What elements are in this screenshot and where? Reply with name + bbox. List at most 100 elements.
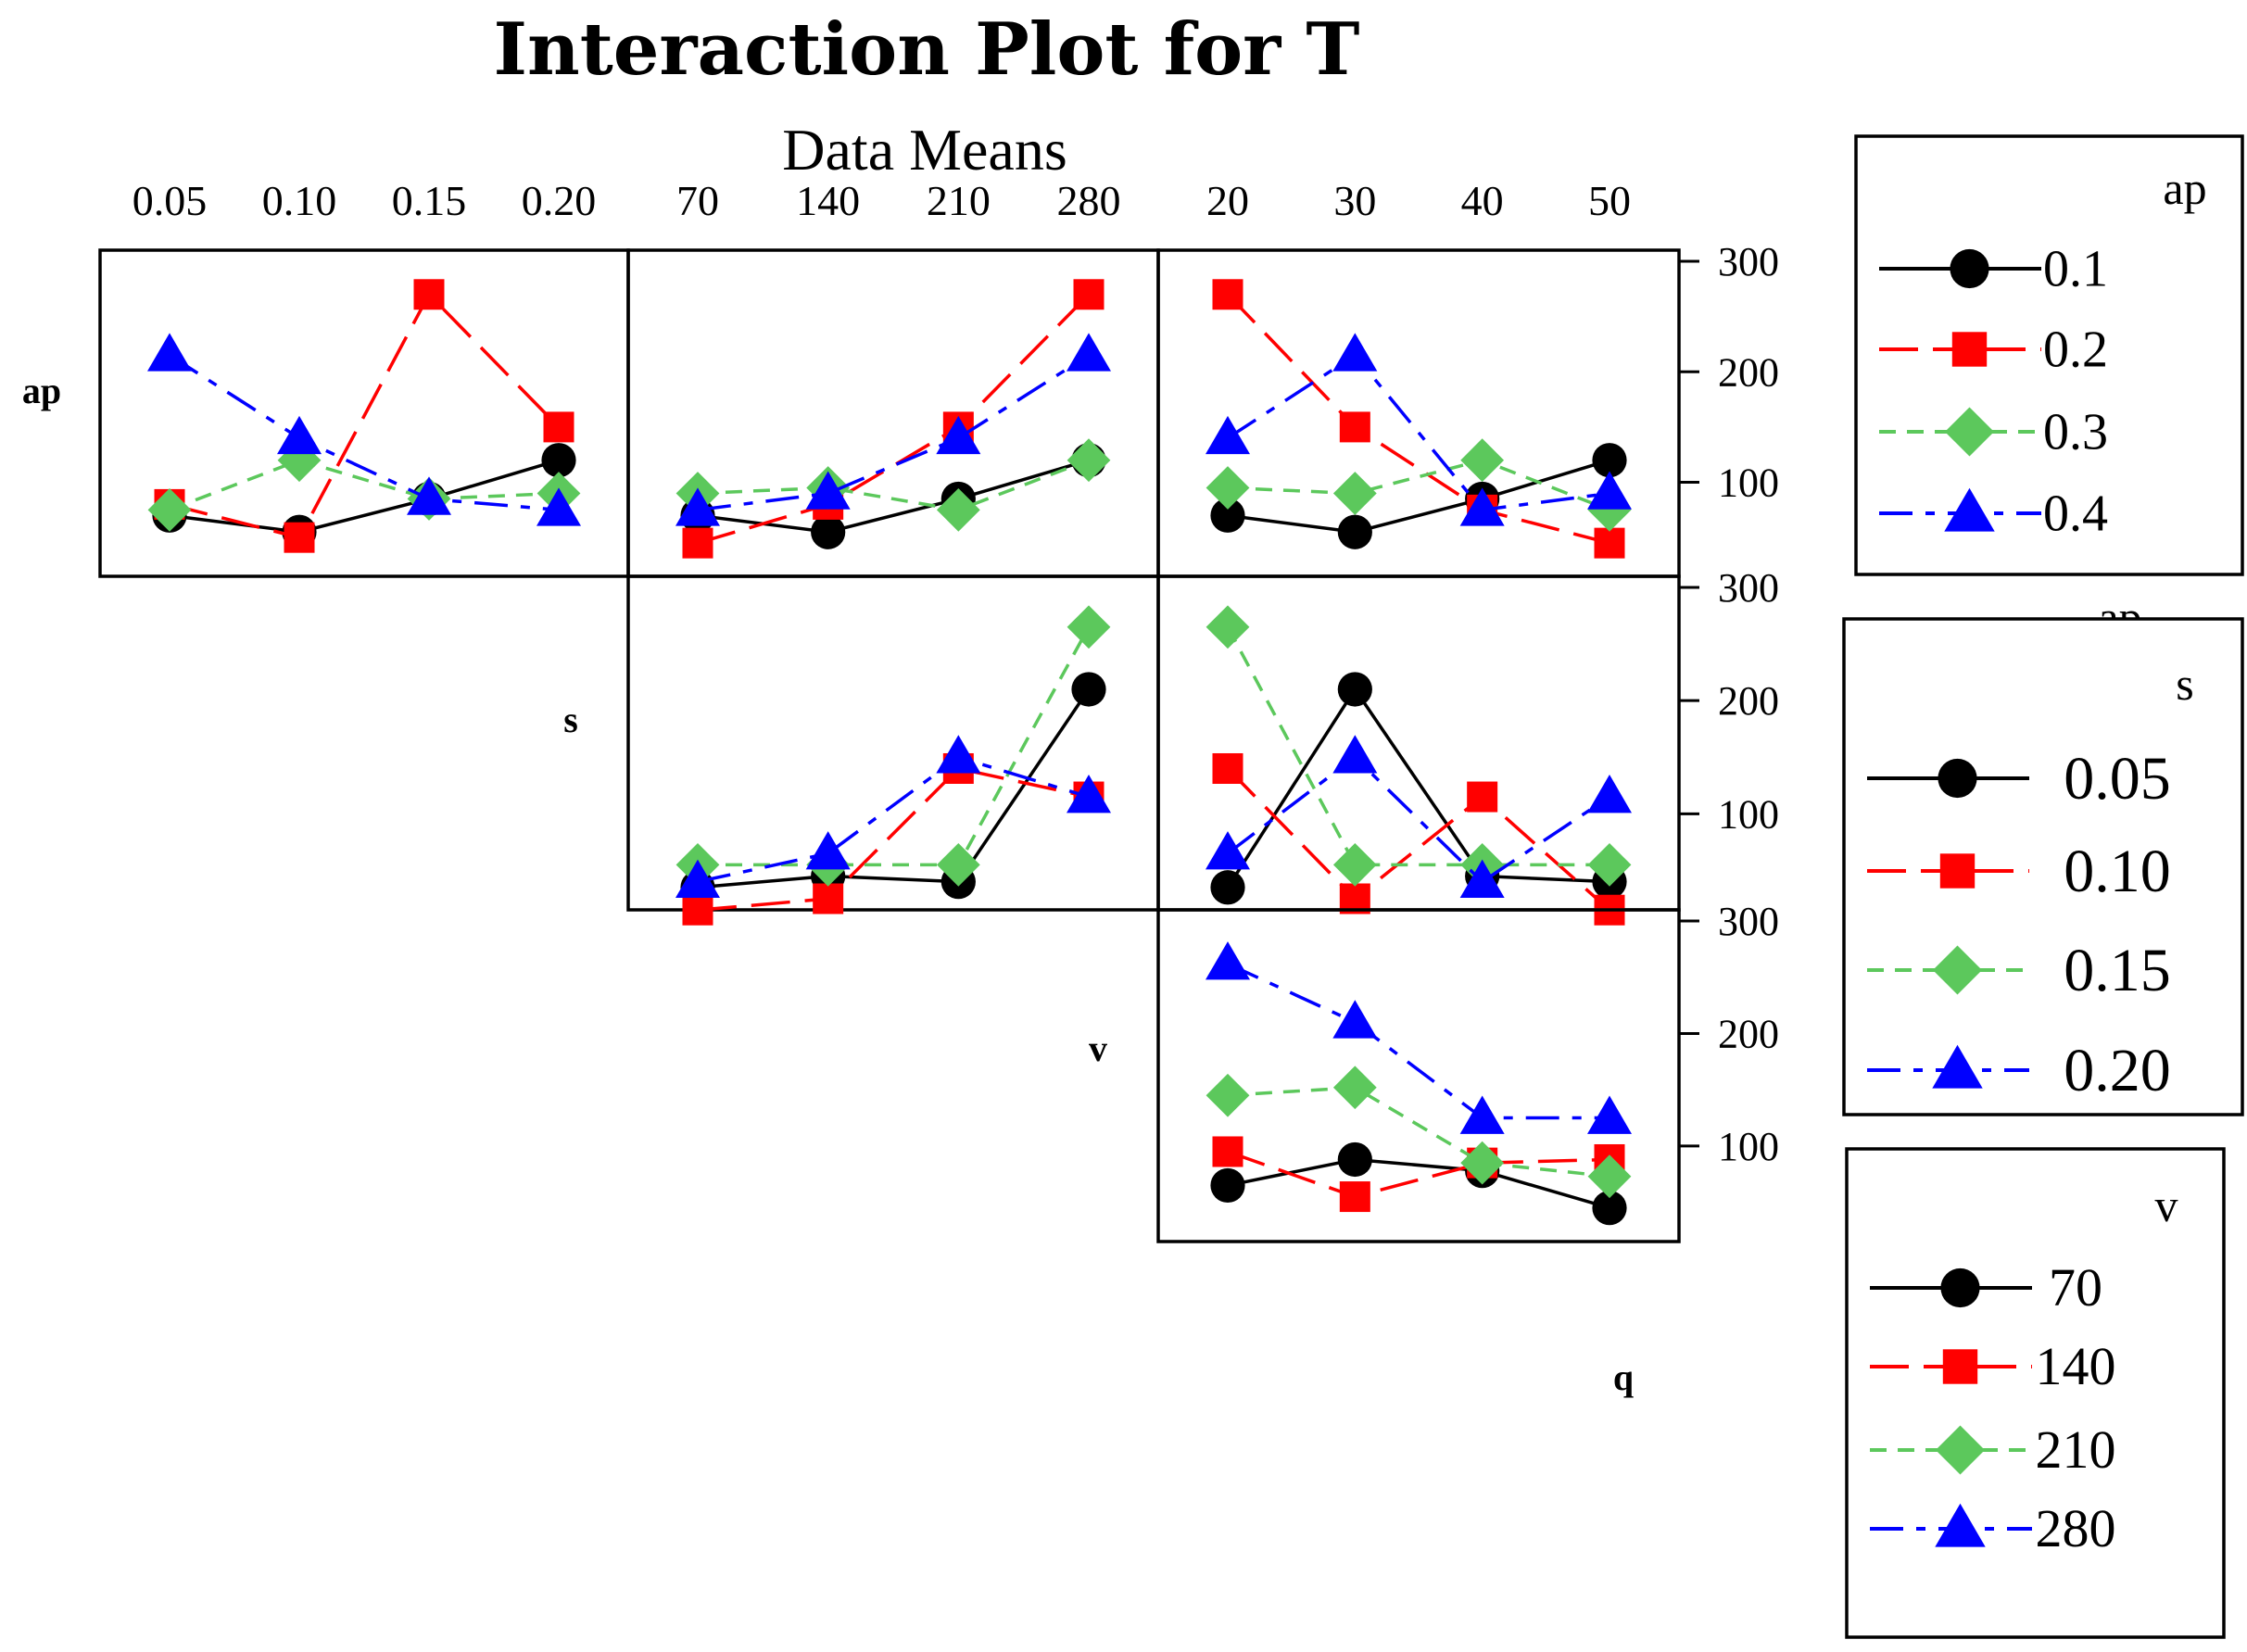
row-label-v: v <box>1089 1028 1107 1069</box>
data-point-0.1-3 <box>1592 443 1627 478</box>
data-point-0.4-3 <box>1587 471 1632 510</box>
legend-label-280: 280 <box>2036 1498 2116 1558</box>
y-tick-label-s-1: 200 <box>1718 678 1779 724</box>
legend-marker-0.3 <box>1944 407 1995 457</box>
x-tick-label-v-3: 50 <box>1588 177 1631 224</box>
data-point-70-3 <box>1592 1191 1627 1226</box>
data-point-0.20-3 <box>1587 775 1632 813</box>
legend-overlap-label: ap <box>2098 591 2141 643</box>
series-line-0.3 <box>697 459 1090 512</box>
data-point-0.4-3 <box>1067 333 1111 372</box>
series-line-0.1 <box>169 459 560 534</box>
data-point-0.20-0 <box>675 859 720 898</box>
legend-label-0.15: 0.15 <box>2064 937 2171 1004</box>
data-point-0.20-1 <box>1332 735 1378 774</box>
data-point-0.2-3 <box>1594 527 1625 559</box>
data-point-0.4-1 <box>277 415 322 455</box>
data-point-210-2 <box>1460 1141 1505 1185</box>
data-point-0.3-1 <box>277 438 322 483</box>
x-tick-label-v-0: 20 <box>1206 177 1249 224</box>
row-label-ap: ap <box>22 370 61 411</box>
series-line-0.15 <box>698 625 1091 867</box>
x-tick-label-ap-1: 0.10 <box>262 177 337 224</box>
data-point-70-1 <box>1337 1141 1372 1178</box>
data-point-0.10-0 <box>682 894 713 926</box>
legend-marker-140 <box>1942 1349 1978 1384</box>
data-point-0.4-0 <box>147 333 192 372</box>
legends: ap 0.1 0.2 0.3 0.4 s0.05 0.10 0.15 0.20 v 70 140 210… <box>1842 134 2244 1639</box>
series-line-0.10 <box>697 766 1090 912</box>
series-line-0.2 <box>169 291 561 540</box>
data-point-0.3-0 <box>1206 466 1250 510</box>
legend-label-70: 70 <box>2049 1257 2102 1318</box>
series-line-0.05 <box>1226 686 1610 889</box>
data-point-0.4-1 <box>805 471 851 510</box>
data-point-0.3-0 <box>147 487 192 532</box>
legend-frame <box>1854 134 2244 576</box>
data-point-0.10-1 <box>813 883 844 914</box>
series-line-0.05 <box>697 687 1091 889</box>
data-point-0.15-0 <box>1206 605 1250 649</box>
series-line-0.4 <box>1227 353 1610 512</box>
data-point-0.4-1 <box>1332 333 1378 372</box>
y-tick-label-ap-2: 300 <box>1718 239 1779 284</box>
y-tick-label-ap-0: 100 <box>1718 460 1779 506</box>
data-point-280-3 <box>1587 1095 1632 1134</box>
data-point-0.15-3 <box>1587 842 1632 887</box>
legend-marker-70 <box>1940 1267 1980 1308</box>
series-line-0.20 <box>1226 754 1610 884</box>
row-label-s: s <box>563 699 578 740</box>
data-point-0.20-3 <box>1067 775 1111 813</box>
legend-marker-0.15 <box>1932 945 1983 995</box>
data-point-280-2 <box>1459 1095 1505 1134</box>
row-factor-labels: ap s v q <box>22 370 1634 1398</box>
legend-s: s0.05 0.10 0.15 0.20 <box>1842 617 2244 1116</box>
legend-marker-0.4 <box>1944 487 1995 532</box>
data-point-0.05-3 <box>1071 672 1106 707</box>
x-tick-label-s-3: 280 <box>1057 177 1121 224</box>
x-tick-label-v-2: 40 <box>1461 177 1504 224</box>
data-point-70-0 <box>1210 1167 1245 1204</box>
x-tick-label-ap-0: 0.05 <box>133 177 208 224</box>
legend-label-0.10: 0.10 <box>2064 838 2171 905</box>
legend-marker-280 <box>1935 1503 1986 1547</box>
data-point-0.2-3 <box>543 411 574 443</box>
legend-title: v <box>2155 1179 2178 1231</box>
series-line-0.4 <box>697 353 1090 512</box>
data-point-0.15-3 <box>1067 605 1111 649</box>
panel-ap-s <box>626 248 1160 578</box>
chart-subtitle: Data Means <box>782 117 1067 183</box>
series-line-280 <box>1227 962 1610 1120</box>
x-tick-label-s-2: 210 <box>927 177 991 224</box>
row-label-q: q <box>1613 1356 1634 1398</box>
y-tick-label-v-1: 200 <box>1718 1011 1779 1056</box>
panel-s-s <box>626 574 1160 926</box>
data-point-0.4-2 <box>407 476 451 515</box>
data-point-0.3-1 <box>1332 472 1377 515</box>
panel-ap-ap <box>98 248 630 578</box>
series-line-0.4 <box>169 353 560 512</box>
top-axis-tick-labels: 0.05 0.10 0.15 0.20 70 140 210 280 20 30 40 50 <box>133 177 1631 224</box>
data-point-140-1 <box>1339 1181 1370 1213</box>
data-point-210-3 <box>1587 1154 1632 1199</box>
data-point-0.4-0 <box>675 487 720 526</box>
legend-frame <box>1845 1147 2226 1639</box>
x-tick-label-s-0: 70 <box>676 177 719 224</box>
legend-label-0.3: 0.3 <box>2043 403 2108 460</box>
data-point-0.20-0 <box>1206 831 1250 870</box>
series-line-0.3 <box>169 458 560 511</box>
legend-marker-0.05 <box>1938 758 1977 799</box>
series-line-0.10 <box>1226 767 1611 912</box>
legend-marker-0.10 <box>1939 853 1976 889</box>
x-tick-label-v-1: 30 <box>1333 177 1376 224</box>
series-line-140 <box>1227 1150 1610 1199</box>
series-line-0.20 <box>697 755 1090 884</box>
data-point-0.15-1 <box>1332 842 1377 887</box>
x-tick-label-ap-2: 0.15 <box>392 177 467 224</box>
legend-label-0.1: 0.1 <box>2043 240 2108 297</box>
data-point-0.4-2 <box>936 415 981 455</box>
data-point-0.1-1 <box>811 514 846 549</box>
legend-label-140: 140 <box>2036 1336 2116 1396</box>
legend-marker-0.20 <box>1932 1044 1983 1089</box>
